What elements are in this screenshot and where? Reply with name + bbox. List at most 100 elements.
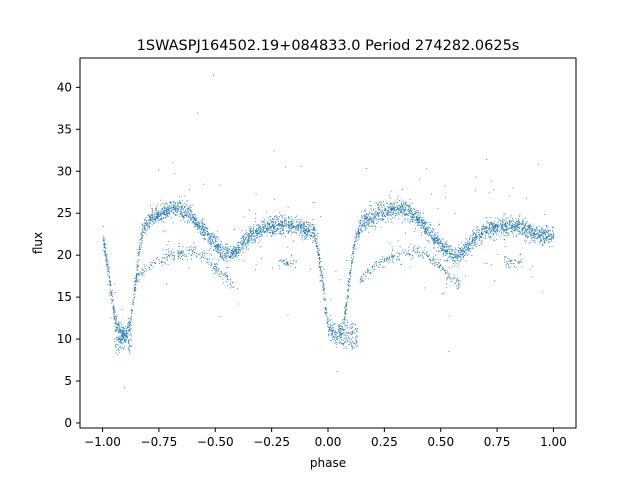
data-point [421,222,423,224]
data-point [176,207,178,209]
data-point [178,246,180,247]
data-point [424,223,426,225]
data-point [166,210,168,212]
data-point [111,298,113,300]
data-point [402,252,404,254]
data-point [249,233,251,235]
data-point [111,294,113,296]
data-point [504,225,506,227]
data-point [552,236,554,238]
data-point [167,210,169,212]
data-point [359,221,361,223]
data-point [254,239,256,241]
data-point [130,313,132,315]
data-point [158,216,160,218]
data-point [277,221,279,223]
data-point [453,277,455,279]
data-point [408,207,410,208]
data-point [195,223,197,225]
data-point [497,218,499,220]
data-point [519,223,521,225]
data-point [299,222,301,224]
data-point [230,257,232,259]
data-point [244,243,246,245]
data-point [393,216,395,218]
data-point [124,341,126,343]
data-point [418,220,420,222]
data-point [519,232,521,234]
data-point [519,231,521,233]
data-point [111,306,113,308]
data-point [112,298,114,300]
data-point [189,210,191,212]
data-point [504,231,506,233]
data-point [317,248,319,249]
data-point [464,245,466,247]
data-point [129,332,131,334]
data-point [178,253,180,254]
data-point [113,314,115,316]
data-point [537,232,538,234]
data-point [188,216,190,218]
data-point [393,262,395,264]
data-point [171,251,172,253]
data-point [295,262,297,264]
data-point [238,247,240,249]
data-point [271,226,273,228]
data-point [449,277,451,279]
data-point [480,240,482,242]
data-point [478,230,480,232]
data-point [231,255,233,257]
data-point [274,223,276,225]
data-point [522,233,524,235]
data-point [333,332,335,333]
data-point [426,230,427,232]
data-point [489,229,491,231]
data-point [319,270,321,272]
data-point [116,346,118,348]
data-point [488,227,490,229]
data-point [232,248,234,250]
data-point [491,237,493,239]
data-point [315,238,317,240]
data-point [220,247,222,249]
data-point [190,207,192,208]
data-point [203,223,205,224]
data-point [464,241,466,243]
data-point [271,233,273,234]
data-point [303,223,305,225]
data-point [402,211,404,213]
data-point [346,331,348,333]
data-point [182,214,184,216]
data-point [182,258,184,260]
data-point [436,236,438,238]
data-point [516,228,518,230]
data-point [188,250,190,252]
data-point [308,230,310,232]
data-point [133,294,135,296]
data-point [350,271,351,273]
data-point [337,325,339,327]
data-point [199,228,201,230]
data-point [218,274,220,276]
data-point [141,268,143,270]
data-point [181,212,183,214]
data-point [270,216,272,218]
data-point [444,249,446,251]
data-point [204,234,206,236]
data-point [173,259,175,261]
data-point [287,264,289,266]
data-point [166,206,168,208]
data-point [412,214,414,215]
data-point [156,212,158,214]
data-point [341,343,342,345]
data-point [334,337,336,339]
data-point [172,255,174,257]
data-point [348,295,349,297]
data-point [191,213,193,215]
data-point [166,208,168,210]
data-point [154,216,156,218]
data-point [329,326,331,328]
data-point [539,232,541,234]
data-point [543,239,545,241]
